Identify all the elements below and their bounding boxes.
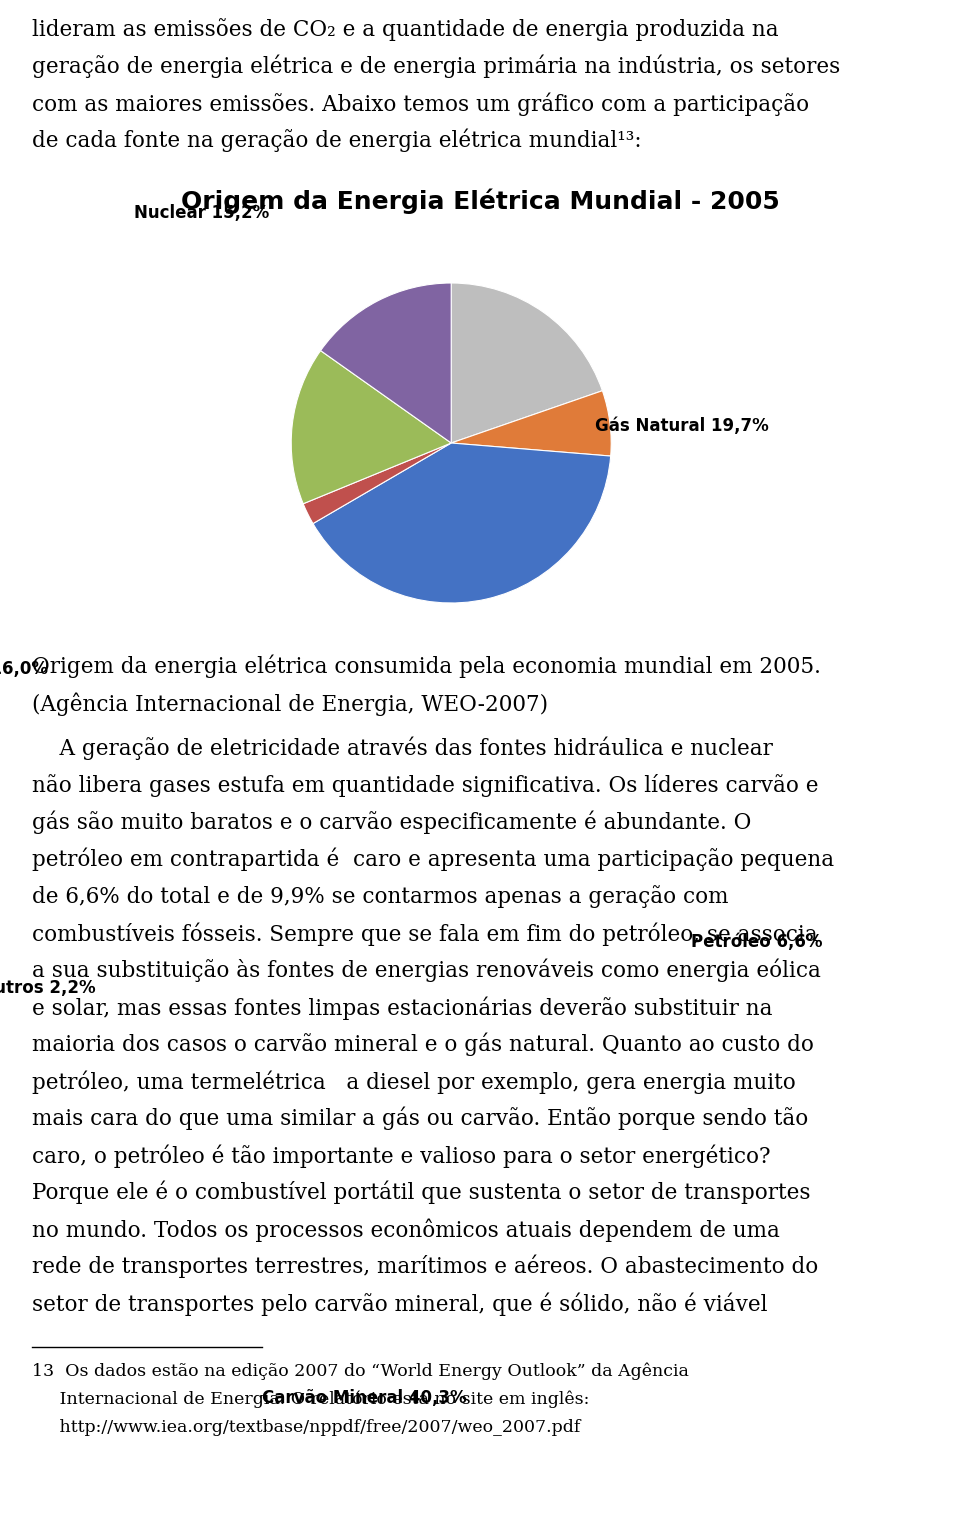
Wedge shape xyxy=(321,283,451,442)
Text: mais cara do que uma similar a gás ou carvão. Então porque sendo tão: mais cara do que uma similar a gás ou ca… xyxy=(32,1107,808,1131)
Text: (Agência Internacional de Energia, WEO-2007): (Agência Internacional de Energia, WEO-2… xyxy=(32,692,548,716)
Text: 13  Os dados estão na edição 2007 do “World Energy Outlook” da Agência: 13 Os dados estão na edição 2007 do “Wor… xyxy=(32,1363,689,1380)
Wedge shape xyxy=(313,442,611,603)
Text: e solar, mas essas fontes limpas estacionárias deverão substituir na: e solar, mas essas fontes limpas estacio… xyxy=(32,996,773,1020)
Text: setor de transportes pelo carvão mineral, que é sólido, não é viável: setor de transportes pelo carvão mineral… xyxy=(32,1292,767,1315)
Text: não libera gases estufa em quantidade significativa. Os líderes carvão e: não libera gases estufa em quantidade si… xyxy=(32,774,819,796)
Text: com as maiores emissões. Abaixo temos um gráfico com a participação: com as maiores emissões. Abaixo temos um… xyxy=(32,93,809,116)
Text: A geração de eletricidade através das fontes hidráulica e nuclear: A geração de eletricidade através das fo… xyxy=(32,737,773,760)
Text: Nuclear 15,2%: Nuclear 15,2% xyxy=(133,204,269,222)
Text: de 6,6% do total e de 9,9% se contarmos apenas a geração com: de 6,6% do total e de 9,9% se contarmos … xyxy=(32,885,729,907)
Text: de cada fonte na geração de energia elétrica mundial¹³:: de cada fonte na geração de energia elét… xyxy=(32,129,641,152)
Wedge shape xyxy=(451,391,612,456)
Text: Outros 2,2%: Outros 2,2% xyxy=(0,979,96,997)
Text: petróleo em contrapartida é  caro e apresenta uma participação pequena: petróleo em contrapartida é caro e apres… xyxy=(32,848,834,871)
Text: a sua substituição às fontes de energias renováveis como energia eólica: a sua substituição às fontes de energias… xyxy=(32,959,821,982)
Text: Porque ele é o combustível portátil que sustenta o setor de transportes: Porque ele é o combustível portátil que … xyxy=(32,1181,810,1204)
Text: Hidráulica 16,0%: Hidráulica 16,0% xyxy=(0,660,48,678)
Text: geração de energia elétrica e de energia primária na indústria, os setores: geração de energia elétrica e de energia… xyxy=(32,55,840,79)
Text: http://www.iea.org/textbase/nppdf/free/2007/weo_2007.pdf: http://www.iea.org/textbase/nppdf/free/2… xyxy=(32,1420,581,1436)
Wedge shape xyxy=(303,442,451,523)
Wedge shape xyxy=(451,283,603,442)
Text: Origem da energia elétrica consumida pela economia mundial em 2005.: Origem da energia elétrica consumida pel… xyxy=(32,655,821,678)
Text: combustíveis fósseis. Sempre que se fala em fim do petróleo, se associa: combustíveis fósseis. Sempre que se fala… xyxy=(32,923,818,945)
Text: Petróleo 6,6%: Petróleo 6,6% xyxy=(691,933,823,952)
Text: petróleo, uma termelétrica   a diesel por exemplo, gera energia muito: petróleo, uma termelétrica a diesel por … xyxy=(32,1070,796,1093)
Text: no mundo. Todos os processos econômicos atuais dependem de uma: no mundo. Todos os processos econômicos … xyxy=(32,1218,780,1242)
Text: Gás Natural 19,7%: Gás Natural 19,7% xyxy=(595,416,769,435)
Text: maioria dos casos o carvão mineral e o gás natural. Quanto ao custo do: maioria dos casos o carvão mineral e o g… xyxy=(32,1034,814,1056)
Text: Internacional de Energia. O relatório está no site em inglês:: Internacional de Energia. O relatório es… xyxy=(32,1391,589,1409)
Text: lideram as emissões de CO₂ e a quantidade de energia produzida na: lideram as emissões de CO₂ e a quantidad… xyxy=(32,18,779,41)
Wedge shape xyxy=(291,351,451,503)
Text: Carvão Mineral 40,3%: Carvão Mineral 40,3% xyxy=(262,1389,468,1408)
Text: Origem da Energia Elétrica Mundial - 2005: Origem da Energia Elétrica Mundial - 200… xyxy=(180,188,780,213)
Text: rede de transportes terrestres, marítimos e aéreos. O abastecimento do: rede de transportes terrestres, marítimo… xyxy=(32,1256,818,1278)
Text: caro, o petróleo é tão importante e valioso para o setor energético?: caro, o petróleo é tão importante e vali… xyxy=(32,1145,771,1167)
Text: gás são muito baratos e o carvão especificamente é abundante. O: gás são muito baratos e o carvão especif… xyxy=(32,812,752,834)
